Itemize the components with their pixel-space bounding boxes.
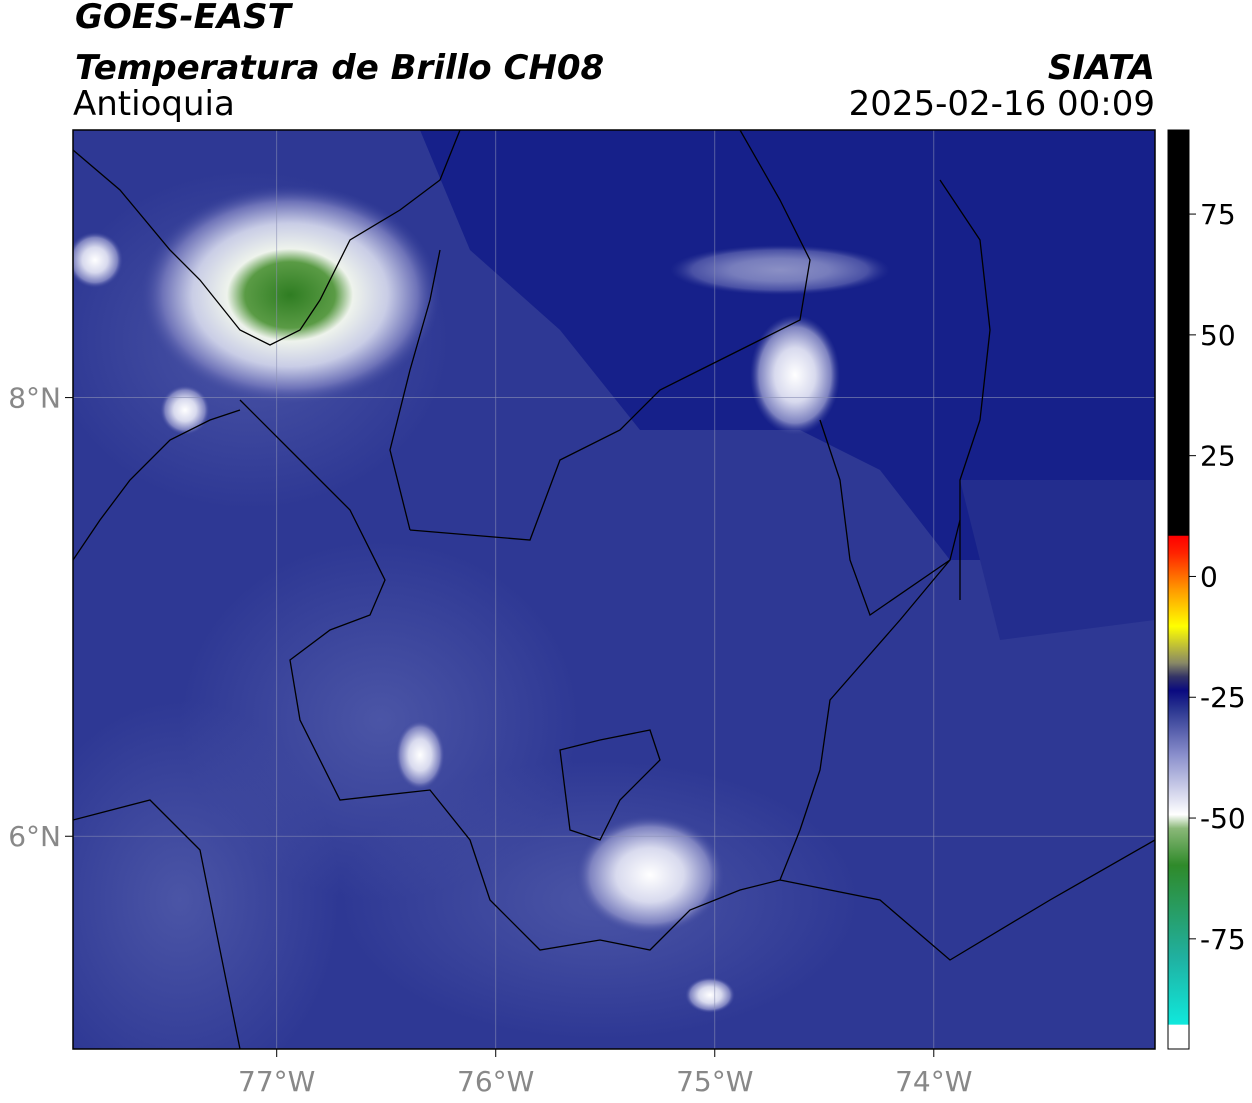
map-frame: [72, 129, 1156, 1050]
department-border: [389, 249, 441, 531]
department-border: [239, 399, 961, 951]
coastline: [73, 409, 241, 561]
graticule: [73, 130, 1155, 1049]
cloud-top: [395, 720, 445, 790]
datetime-label: 2025-02-16 00:09: [849, 84, 1155, 124]
colorbar-tick-label: -75: [1200, 923, 1246, 956]
municipal-border: [559, 729, 661, 841]
cloud-top: [160, 385, 210, 435]
map-field: [73, 130, 1155, 1049]
cloud-top: [685, 977, 735, 1013]
cold-region: [960, 480, 1155, 640]
cloud-top: [670, 245, 890, 295]
department-border: [409, 130, 811, 541]
lat-tick-label: 8°N: [8, 382, 61, 415]
lon-tick-label: 74°W: [895, 1065, 972, 1098]
lon-tick-label: 77°W: [238, 1065, 315, 1098]
colorbar-tick-label: -50: [1200, 802, 1246, 835]
colorbar-tick-label: 50: [1200, 319, 1236, 352]
colorbar-tick-label: 75: [1200, 198, 1236, 231]
cloud-top: [140, 185, 440, 405]
warm-region: [73, 700, 340, 1049]
colorbar: [1167, 129, 1190, 1050]
lat-tick-label: 6°N: [8, 820, 61, 853]
lon-tick-label: 75°W: [676, 1065, 753, 1098]
agency-label: SIATA: [1048, 48, 1155, 88]
satellite-title: GOES-EAST: [75, 0, 294, 37]
lon-tick-label: 76°W: [457, 1065, 534, 1098]
department-border: [819, 419, 951, 617]
country-border: [939, 179, 991, 600]
region-label: Antioquia: [73, 84, 235, 124]
cloud-top: [575, 815, 725, 935]
cloud-top: [750, 315, 840, 435]
colorbar-tick-label: 25: [1200, 440, 1236, 473]
cloud-top: [73, 232, 123, 288]
department-border: [779, 839, 1155, 961]
colorbar-tick-label: 0: [1200, 560, 1218, 593]
product-title: Temperatura de Brillo CH08: [75, 48, 604, 88]
coastline: [73, 130, 461, 346]
colorbar-tick-label: -25: [1200, 681, 1246, 714]
coastline: [73, 799, 241, 1049]
